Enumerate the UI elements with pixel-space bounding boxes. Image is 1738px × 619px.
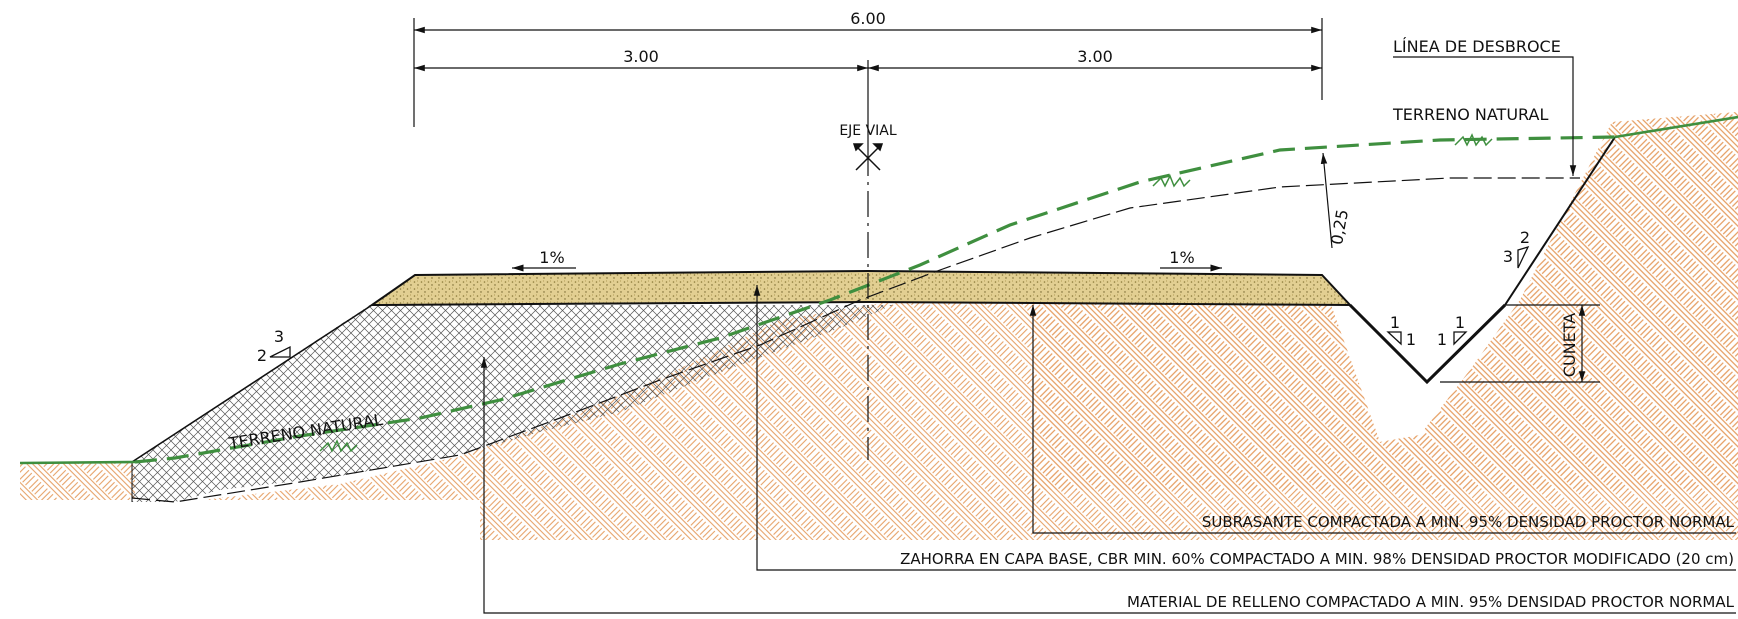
cut-slope-v: 2: [1520, 228, 1530, 247]
dimension-lines: [413, 18, 1323, 150]
clearing-line-label: LÍNEA DE DESBROCE: [1393, 37, 1561, 56]
ditch-dimension-line: [1440, 304, 1600, 383]
subgrade-note: SUBRASANTE COMPACTADA A MIN. 95% DENSIDA…: [1202, 513, 1735, 531]
clearing-line-leader: [1393, 56, 1577, 176]
ditch-outline: [1348, 303, 1507, 385]
crown-slope-right: 1%: [1169, 248, 1194, 267]
fill-slope-h: 2: [257, 346, 267, 365]
cut-slope-h: 3: [1503, 247, 1513, 266]
ditch-left-slope-v: 1: [1390, 313, 1400, 332]
note-leaders: [480, 285, 1736, 614]
slope-triangle-icons: [269, 245, 1530, 358]
natural-soil-hatch: [0, 112, 1738, 619]
ditch-right-slope-h: 1: [1437, 330, 1447, 349]
strip-depth-dimension: 0,25: [1327, 208, 1352, 246]
strip-depth-dimension-line: [1320, 152, 1333, 249]
embankment-outline: [131, 304, 373, 502]
left-half-dimension: 3.00: [623, 47, 659, 66]
stripping-line: [131, 177, 1580, 503]
base-note: ZAHORRA EN CAPA BASE, CBR MIN. 60% COMPA…: [900, 550, 1734, 568]
cut-slope-line: [1504, 136, 1616, 306]
crown-slope-left: 1%: [539, 248, 564, 267]
grass-icon: [319, 133, 1493, 453]
ditch-left-slope-h: 1: [1406, 330, 1416, 349]
axis-icon: [852, 143, 884, 171]
right-half-dimension: 3.00: [1077, 47, 1113, 66]
fill-note: MATERIAL DE RELLENO COMPACTADO A MIN. 95…: [1127, 593, 1735, 611]
ditch-label: CUNETA: [1560, 313, 1579, 377]
embankment-fill: [132, 305, 893, 502]
ditch-right-slope-v: 1: [1455, 313, 1465, 332]
fill-slope-v: 3: [274, 327, 284, 346]
natural-ground-line: [19, 115, 1738, 465]
total-width-dimension: 6.00: [850, 9, 886, 28]
ground-label-right: TERRENO NATURAL: [1392, 105, 1548, 124]
